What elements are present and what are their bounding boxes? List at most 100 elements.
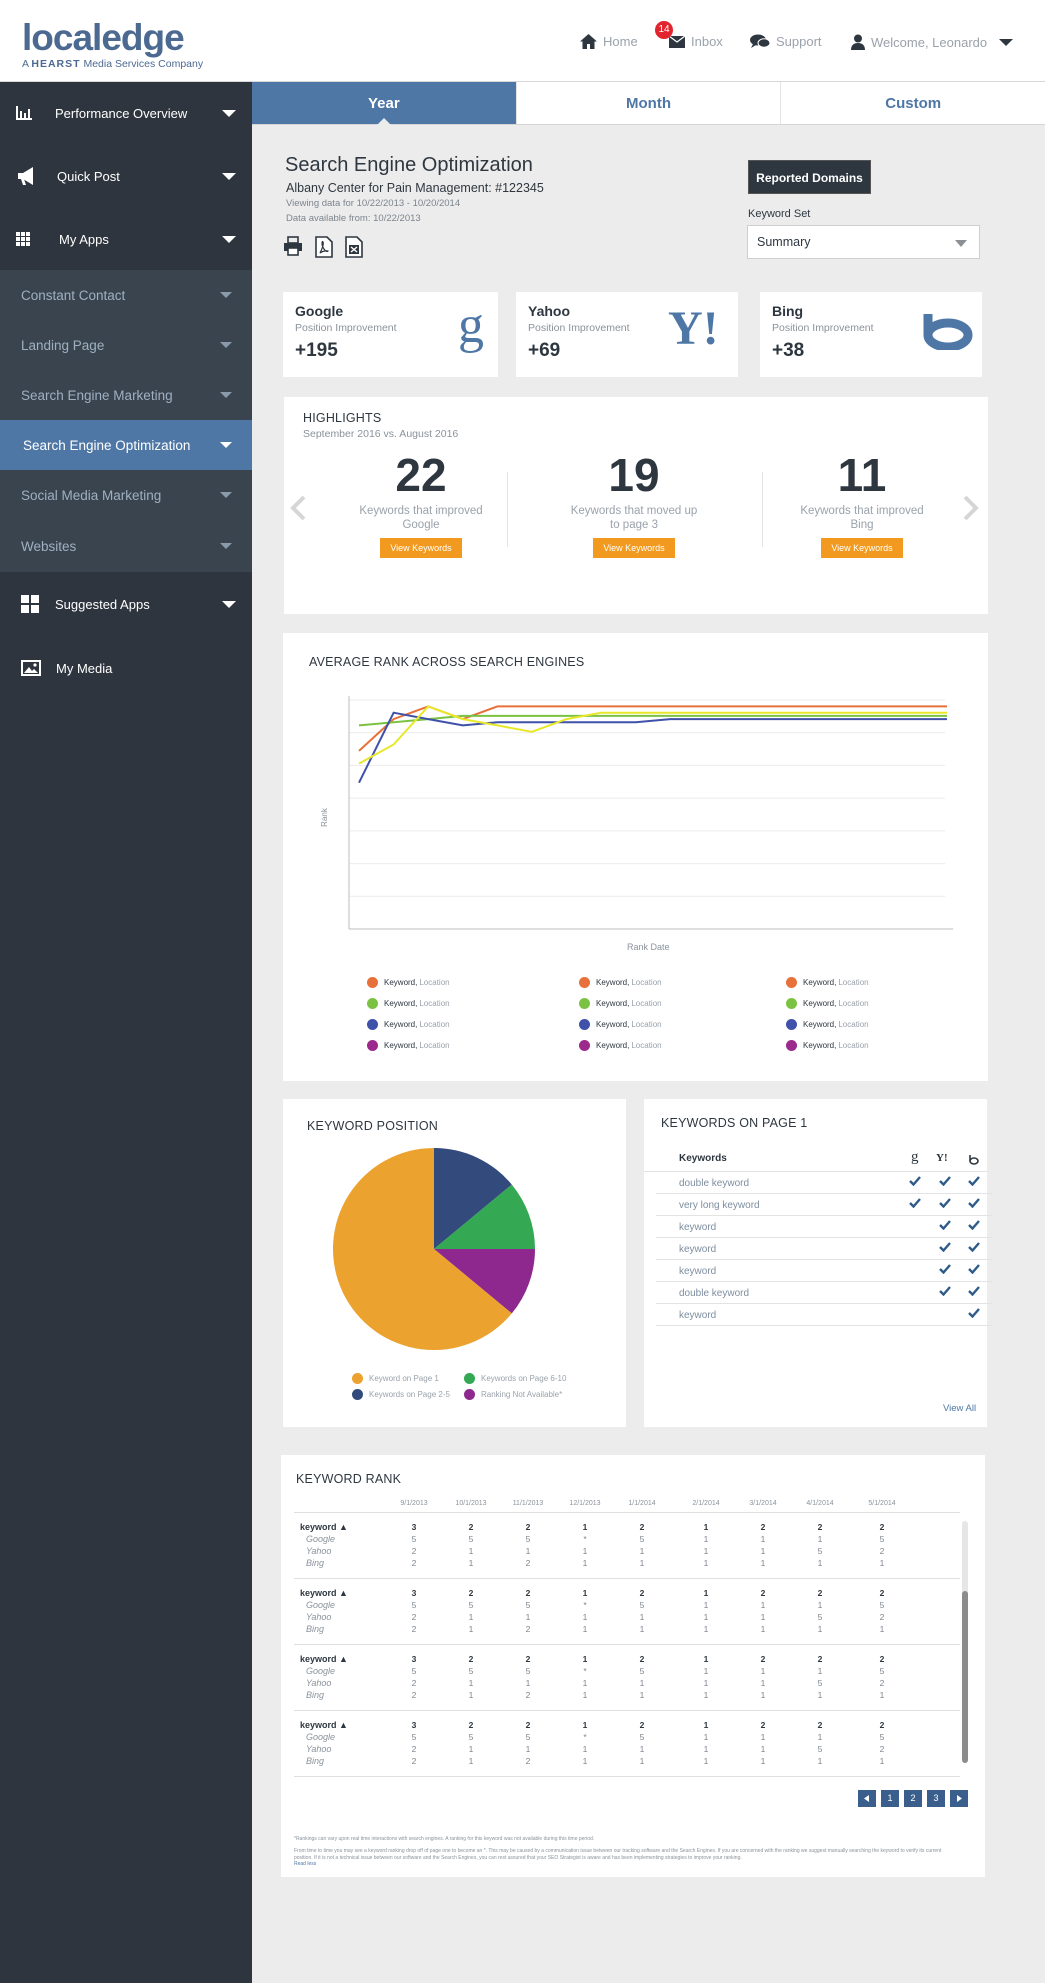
- check-icon: [968, 1220, 980, 1232]
- rank-cell: 5: [468, 1534, 474, 1544]
- rank-cell: 3: [411, 1720, 417, 1730]
- page1-keyword[interactable]: double keyword: [679, 1178, 750, 1189]
- read-less-link[interactable]: Read less: [294, 1861, 317, 1867]
- logo-tag-brand: HEARST: [31, 58, 81, 70]
- sidebar-item-websites[interactable]: Websites: [0, 520, 252, 572]
- pdf-icon[interactable]: [315, 236, 333, 258]
- nav-account[interactable]: Welcome, Leonardo: [851, 34, 987, 50]
- sidebar-item-landing-page[interactable]: Landing Page: [0, 320, 252, 370]
- keyword-set-select[interactable]: Summary: [747, 225, 980, 259]
- account-dropdown-icon[interactable]: [999, 39, 1013, 46]
- nav-inbox-label: Inbox: [691, 34, 723, 49]
- rank-engine-label: Yahoo: [306, 1546, 332, 1556]
- chevron-down-icon: [222, 172, 236, 180]
- localedge-logo[interactable]: localedge A HEARST Media Services Compan…: [20, 18, 250, 71]
- pagination-page-2[interactable]: 2: [904, 1790, 922, 1807]
- rank-cell: 2: [525, 1720, 531, 1730]
- sidebar-item-my-media[interactable]: My Media: [0, 636, 252, 700]
- highlight-page3: 19 Keywords that moved up to page 3 View…: [549, 450, 719, 558]
- legend-item: Keyword, Location: [786, 977, 869, 988]
- highlight-text: Keywords that improved: [359, 505, 483, 517]
- tab-month[interactable]: Month: [515, 82, 781, 124]
- next-arrow-icon[interactable]: [963, 495, 979, 521]
- pagination-next-button[interactable]: [950, 1790, 968, 1807]
- keyword-rank-title: KEYWORD RANK: [296, 1472, 402, 1486]
- print-icon[interactable]: [283, 236, 303, 256]
- view-all-link[interactable]: View All: [943, 1403, 977, 1414]
- rank-cell: 5: [525, 1534, 531, 1544]
- rank-cell: 2: [525, 1654, 531, 1664]
- sidebar-item-search-engine-optimization[interactable]: Search Engine Optimization: [0, 420, 252, 470]
- nav-support[interactable]: Support: [750, 34, 822, 49]
- scrollbar-thumb[interactable]: [962, 1591, 968, 1763]
- sidebar-item-constant-contact[interactable]: Constant Contact: [0, 270, 252, 320]
- series-line-4: [358, 705, 947, 765]
- pagination-page-3[interactable]: 3: [927, 1790, 945, 1807]
- home-icon: [580, 34, 597, 49]
- view-keywords-button[interactable]: View Keywords: [593, 538, 675, 558]
- rank-keyword[interactable]: keyword ▲: [300, 1654, 348, 1664]
- page1-keyword[interactable]: keyword: [679, 1310, 717, 1321]
- rank-cell: 2: [525, 1624, 531, 1634]
- page1-row: double keyword: [656, 1282, 992, 1304]
- page1-keyword[interactable]: keyword: [679, 1266, 717, 1277]
- rank-cell: 1: [639, 1546, 645, 1556]
- sidebar-item-quick-post[interactable]: Quick Post: [0, 144, 252, 208]
- view-keywords-button[interactable]: View Keywords: [380, 538, 462, 558]
- keyword-position-pie: [332, 1148, 535, 1350]
- pie-legend-item: Keywords on Page 6-10: [464, 1373, 566, 1384]
- sidebar-item-suggested-apps[interactable]: Suggested Apps: [0, 572, 252, 636]
- tab-custom[interactable]: Custom: [780, 82, 1045, 124]
- nav-inbox[interactable]: Inbox: [669, 34, 723, 49]
- view-keywords-button[interactable]: View Keywords: [821, 538, 903, 558]
- rank-date-header: 3/1/2014: [749, 1500, 777, 1507]
- rank-cell: 1: [582, 1720, 588, 1730]
- rank-cell: 1: [703, 1756, 709, 1766]
- legend-item: Keyword, Location: [579, 1019, 662, 1030]
- rank-cell: 1: [817, 1600, 823, 1610]
- pagination-page-1[interactable]: 1: [881, 1790, 899, 1807]
- rank-cell: 2: [760, 1522, 766, 1532]
- page1-keyword[interactable]: double keyword: [679, 1288, 750, 1299]
- rank-cell: 1: [760, 1534, 766, 1544]
- prev-arrow-icon[interactable]: [290, 495, 306, 521]
- tab-year[interactable]: Year: [252, 82, 516, 125]
- chevron-down-icon: [220, 342, 232, 348]
- highlights-subtitle: September 2016 vs. August 2016: [303, 428, 459, 440]
- sidebar-item-search-engine-marketing[interactable]: Search Engine Marketing: [0, 370, 252, 420]
- rank-cell: 1: [760, 1600, 766, 1610]
- rank-keyword[interactable]: keyword ▲: [300, 1522, 348, 1532]
- sidebar-sub-label: Search Engine Marketing: [21, 387, 173, 403]
- sidebar-item-my-apps[interactable]: My Apps: [0, 208, 252, 270]
- sidebar-item-performance-overview[interactable]: Performance Overview: [0, 82, 252, 144]
- table-scrollbar[interactable]: [962, 1521, 968, 1763]
- sidebar-item-social-media-marketing[interactable]: Social Media Marketing: [0, 470, 252, 520]
- page1-keyword[interactable]: very long keyword: [679, 1200, 760, 1211]
- nav-home-label: Home: [603, 34, 638, 49]
- sidebar: Performance Overview Quick Post My Apps …: [0, 82, 252, 1983]
- nav-home[interactable]: Home: [580, 34, 638, 49]
- rank-cell: 3: [411, 1588, 417, 1598]
- rank-cell: 2: [639, 1720, 645, 1730]
- page1-keyword[interactable]: keyword: [679, 1222, 717, 1233]
- rank-cell: 1: [703, 1558, 709, 1568]
- rank-cell: *: [583, 1732, 587, 1742]
- rank-keyword[interactable]: keyword ▲: [300, 1588, 348, 1598]
- rank-cell: 2: [525, 1522, 531, 1532]
- rank-cell: 2: [411, 1690, 417, 1700]
- rank-cell: 1: [582, 1612, 588, 1622]
- reported-domains-button[interactable]: Reported Domains: [748, 160, 871, 194]
- rank-engine-label: Bing: [306, 1690, 325, 1700]
- rank-keyword[interactable]: keyword ▲: [300, 1720, 348, 1730]
- logo-tag-suffix: Media Services Company: [83, 58, 204, 70]
- page1-keyword[interactable]: keyword: [679, 1244, 717, 1255]
- rank-engine-label: Google: [306, 1732, 336, 1742]
- highlight-text: Bing: [850, 519, 874, 531]
- excel-icon[interactable]: [345, 236, 363, 258]
- average-rank-card: AVERAGE RANK ACROSS SEARCH ENGINES Rank …: [283, 633, 988, 1081]
- sidebar-sub-label: Constant Contact: [21, 287, 126, 303]
- pagination-prev-button[interactable]: [858, 1790, 876, 1807]
- rank-cell: 1: [703, 1666, 709, 1676]
- rank-cell: 1: [703, 1720, 709, 1730]
- check-icon: [968, 1242, 980, 1254]
